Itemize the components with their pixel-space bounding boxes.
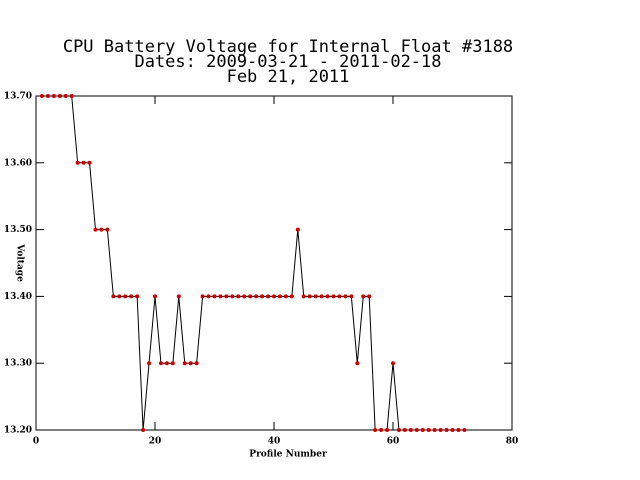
data-point [295,227,300,232]
data-point [105,227,110,232]
data-point [45,94,50,98]
data-point [129,294,134,299]
data-point [188,361,193,366]
data-point [200,294,205,299]
x-axis-label: Profile Number [249,450,327,460]
data-point [373,428,378,432]
data-point [301,294,306,299]
data-point [81,160,86,165]
data-point [444,428,449,432]
data-point [236,294,241,299]
data-point [63,94,68,98]
data-point [218,294,223,299]
y-tick-label: 13.50 [4,225,32,235]
data-point [450,428,455,432]
x-tick-label: 20 [149,437,162,447]
y-tick-label: 13.40 [4,292,32,302]
y-tick-label: 13.60 [4,158,32,168]
data-point [117,294,122,299]
data-point [361,294,366,299]
chart-date: Feb 21, 2011 [227,67,350,87]
y-axis-label: Voltage [15,243,25,282]
data-point [147,361,152,366]
data-point [123,294,128,299]
data-point [260,294,265,299]
data-point [408,428,413,432]
data-point [283,294,288,299]
data-point [87,160,92,165]
data-point [367,294,372,299]
data-point [224,294,229,299]
data-point [57,94,62,98]
data-point [325,294,330,299]
data-point [194,361,199,366]
data-point [230,294,235,299]
data-point [176,294,181,299]
data-point [111,294,116,299]
x-tick-label: 80 [506,437,519,447]
data-point [319,294,324,299]
data-point [438,428,443,432]
y-tick-label: 13.70 [4,92,32,102]
plot-frame [35,95,513,431]
data-point [69,94,74,98]
x-tick-label: 60 [387,437,400,447]
data-point [99,227,104,232]
data-point [385,428,390,432]
data-point [355,361,360,366]
data-point [331,294,336,299]
data-point [75,160,80,165]
data-point [432,428,437,432]
data-point [337,294,342,299]
data-point [272,294,276,299]
data-point [135,294,140,299]
data-point [248,294,253,299]
data-point [51,94,56,98]
data-point [349,294,354,299]
data-point [254,294,259,299]
data-point [462,428,467,432]
data-point [158,361,163,366]
data-point [164,361,169,366]
data-point [289,294,294,299]
data-point [426,428,431,432]
data-point [212,294,217,299]
data-point [307,294,312,299]
data-line [41,95,465,431]
data-point [266,294,271,299]
data-point [277,294,282,299]
data-point [206,294,211,299]
data-point [379,428,384,432]
x-tick-label: 0 [33,437,39,447]
data-point [313,294,318,299]
y-tick-label: 13.20 [4,426,32,436]
data-point [420,428,425,432]
data-point [170,361,175,366]
data-point [391,361,395,366]
data-point [153,294,157,299]
data-point [39,94,44,98]
data-point [182,361,187,366]
x-tick-label: 40 [268,437,281,447]
data-point [242,294,247,299]
data-point [141,428,146,432]
data-point [396,428,401,432]
data-point [93,227,98,232]
data-point [402,428,407,432]
chart-title: CPU Battery Voltage for Internal Float #… [63,37,513,57]
y-tick-label: 13.30 [4,359,32,369]
data-point [414,428,419,432]
chart-subtitle: Dates: 2009-03-21 - 2011-02-18 [134,52,441,72]
data-point [343,294,348,299]
data-point [456,428,461,432]
